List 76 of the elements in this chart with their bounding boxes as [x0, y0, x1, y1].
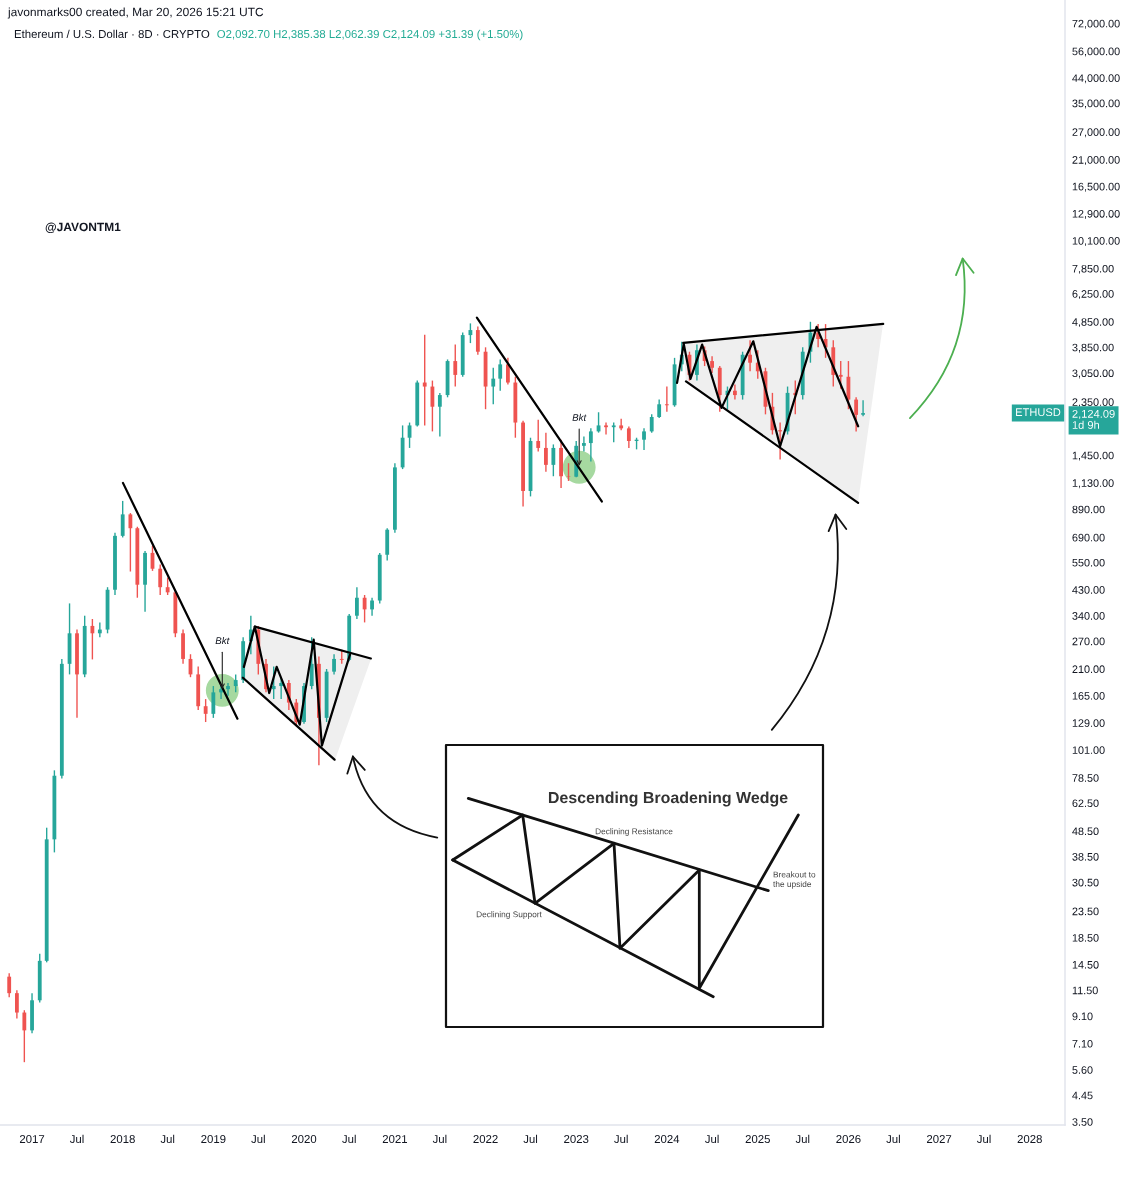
- y-tick-label: 9.10: [1072, 1012, 1093, 1021]
- y-tick-label: 1,130.00: [1072, 479, 1114, 489]
- y-tick-label: 210.00: [1072, 665, 1105, 674]
- annotation: Declining Support: [476, 911, 542, 919]
- annotation: javonmarks00 created, Mar 20, 2026 15:21 UTC: [7, 7, 264, 19]
- x-tick-label: Jul: [160, 1134, 175, 1144]
- y-tick-label: 4,850.00: [1072, 318, 1114, 328]
- y-tick-label: 21,000.00: [1072, 156, 1120, 166]
- y-tick-label: 340.00: [1072, 612, 1105, 620]
- y-tick-label: 78.50: [1072, 774, 1099, 782]
- x-tick-label: 2028: [1017, 1135, 1042, 1144]
- x-tick-label: 2017: [19, 1135, 45, 1144]
- y-tick-label: 35,000.00: [1072, 99, 1120, 109]
- x-tick-label: 2022: [473, 1135, 498, 1144]
- x-tick-label: Jul: [523, 1134, 538, 1144]
- x-tick-label: Jul: [432, 1134, 447, 1144]
- x-tick-label: Jul: [704, 1134, 719, 1144]
- y-tick-label: 2,350.00: [1072, 398, 1114, 408]
- y-tick-label: 3,050.00: [1072, 369, 1114, 379]
- y-tick-label: 30.50: [1072, 878, 1099, 887]
- y-tick-label: 3.50: [1072, 1118, 1093, 1126]
- annotation: Bkt: [215, 636, 230, 645]
- y-tick-label: 10,100.00: [1072, 237, 1120, 246]
- y-tick-label: 62.50: [1072, 799, 1099, 808]
- y-tick-label: 56,000.00: [1072, 47, 1120, 57]
- y-tick-label: 690.00: [1072, 533, 1105, 542]
- y-tick-label: 23.50: [1072, 907, 1099, 916]
- y-tick-label: 550.00: [1072, 558, 1105, 567]
- x-tick-label: Jul: [342, 1134, 356, 1144]
- y-tick-label: 18.50: [1072, 934, 1099, 942]
- y-tick-label: 72,000.00: [1072, 19, 1120, 29]
- text: O2,092.70 H2,385.38 L2,062.39 C2,124.09 +31.39 (+1.50%): [217, 29, 523, 41]
- y-tick-label: 48.50: [1072, 827, 1099, 836]
- y-tick-label: 890.00: [1072, 505, 1105, 514]
- y-tick-label: 7,850.00: [1072, 264, 1114, 274]
- y-tick-label: 1,450.00: [1072, 451, 1114, 461]
- x-tick-label: 2025: [745, 1135, 770, 1144]
- x-tick-label: 2020: [291, 1135, 317, 1144]
- x-tick-label: Jul: [795, 1134, 810, 1144]
- x-tick-label: 2024: [654, 1135, 680, 1144]
- text: Ethereum / U.S. Dollar · 8D · CRYPTO: [14, 29, 210, 39]
- y-tick-label: 38.50: [1072, 852, 1099, 861]
- y-tick-label: 6,250.00: [1072, 290, 1114, 300]
- y-tick-label: 430.00: [1072, 586, 1105, 594]
- annotation: Breakout to the upside: [773, 871, 816, 889]
- y-tick-label: 14.50: [1072, 960, 1099, 969]
- y-tick-label: 101.00: [1072, 746, 1105, 754]
- y-tick-label: 27,000.00: [1072, 128, 1120, 138]
- text: Descending Broadening Wedge: [548, 791, 788, 807]
- text: 2,124.09 1d 9h: [1072, 409, 1115, 429]
- y-tick-label: 44,000.00: [1072, 74, 1120, 84]
- x-tick-label: 2021: [382, 1135, 408, 1144]
- x-tick-label: Jul: [886, 1134, 900, 1144]
- annotation: Declining Resistance: [595, 828, 673, 836]
- x-tick-label: 2018: [110, 1135, 135, 1144]
- x-tick-label: Jul: [69, 1134, 84, 1144]
- y-tick-label: 5.60: [1072, 1066, 1093, 1074]
- text: ETHUSD: [1016, 408, 1061, 417]
- annotation: @JAVONTM1: [45, 222, 121, 233]
- y-tick-label: 4.45: [1072, 1091, 1093, 1100]
- y-tick-label: 12,900.00: [1072, 209, 1120, 219]
- x-tick-label: Jul: [614, 1134, 628, 1144]
- x-tick-label: 2027: [926, 1135, 952, 1144]
- y-tick-label: 16,500.00: [1072, 182, 1120, 192]
- x-tick-label: 2023: [564, 1135, 589, 1144]
- y-tick-label: 3,850.00: [1072, 343, 1114, 353]
- x-tick-label: 2026: [836, 1135, 861, 1144]
- x-tick-label: Jul: [251, 1134, 265, 1144]
- y-tick-label: 11.50: [1072, 986, 1098, 995]
- x-tick-label: Jul: [976, 1134, 991, 1144]
- y-tick-label: 165.00: [1072, 692, 1105, 700]
- x-tick-label: 2019: [201, 1135, 226, 1144]
- y-tick-label: 129.00: [1072, 719, 1105, 727]
- y-tick-label: 270.00: [1072, 637, 1105, 646]
- y-tick-label: 7.10: [1072, 1039, 1093, 1048]
- annotation: Bkt: [572, 413, 587, 421]
